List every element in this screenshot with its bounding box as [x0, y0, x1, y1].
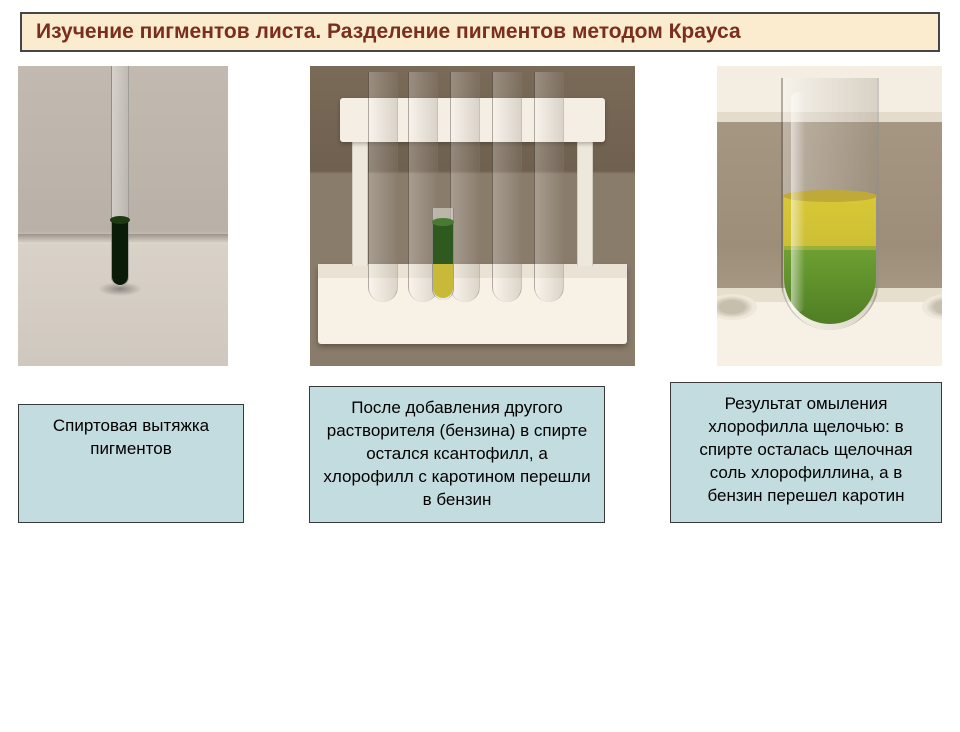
photo-cell-benzene — [310, 66, 635, 366]
photo2-meniscus — [432, 218, 454, 226]
photo2-upper-layer-chlorophyll — [433, 222, 453, 264]
caption-row: Спиртовая вытяжка пигментов После добавл… — [0, 366, 960, 523]
photo3-glass-highlight — [791, 92, 805, 312]
photo-cell-saponification — [717, 66, 942, 366]
photo-benzene — [310, 66, 635, 366]
photo1-liquid — [112, 221, 128, 285]
caption-extract: Спиртовая вытяжка пигментов — [18, 404, 244, 523]
photo2-empty-tubes — [368, 72, 581, 302]
photo-row — [0, 52, 960, 366]
photo2-lower-layer-xanthophyll — [433, 264, 453, 298]
photo2-rack-leg — [352, 140, 368, 266]
slide-title: Изучение пигментов листа. Разделение пиг… — [20, 12, 940, 52]
photo-cell-extract — [18, 66, 228, 366]
photo-saponification — [717, 66, 942, 366]
caption-saponification: Результат омыления хлорофилла щелочью: в… — [670, 382, 942, 523]
photo1-meniscus — [110, 216, 130, 224]
photo-extract — [18, 66, 228, 366]
caption-benzene: После добавления другого растворителя (б… — [309, 386, 605, 523]
